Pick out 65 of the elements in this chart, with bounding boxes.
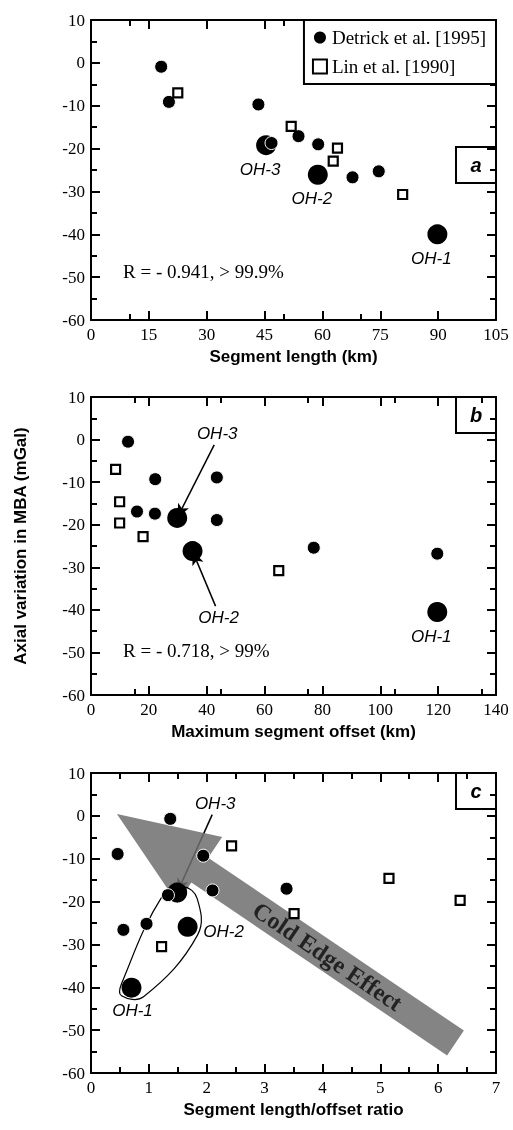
y-tick-label: 10 [68, 387, 85, 407]
x-tick-label: 100 [367, 700, 394, 719]
x-tick-label: 140 [483, 700, 509, 719]
annotation: OH-1 [112, 1001, 153, 1021]
y-tick-label: -20 [62, 515, 85, 535]
x-tick-label: 4 [318, 1078, 328, 1097]
x-tick-label: 30 [198, 325, 216, 345]
annotation: R = - 0.718, > 99% [123, 640, 270, 661]
x-tick-label: 20 [140, 700, 158, 719]
y-axis-title: Axial variation in MBA (mGal) [11, 427, 30, 665]
y-tick-label: -40 [62, 224, 85, 244]
annotation: b [469, 404, 483, 426]
x-tick-label: 60 [313, 325, 331, 345]
x-tick-label: 120 [425, 700, 451, 719]
y-tick-label: 0 [76, 430, 85, 450]
y-tick-label: -10 [62, 96, 85, 116]
x-tick-label: 105 [483, 325, 509, 345]
annotation: OH-3 [194, 794, 237, 814]
x-tick-label: 2 [202, 1078, 211, 1097]
annotation: OH-1 [411, 248, 452, 268]
x-tick-label: 1 [144, 1078, 154, 1097]
x-tick-label: 40 [198, 700, 216, 719]
y-tick-label: -60 [62, 1063, 85, 1083]
y-tick-label: -10 [62, 849, 85, 869]
legend-label: Detrick et al. [1995] [331, 27, 487, 48]
y-tick-label: -30 [62, 557, 85, 577]
x-axis-title: Segment length (km) [209, 347, 378, 366]
annotation: OH-2 [203, 922, 245, 942]
y-tick-label: -50 [62, 267, 85, 287]
annotation: c [470, 780, 482, 802]
y-tick-label: -10 [62, 472, 85, 492]
x-tick-label: 5 [376, 1078, 385, 1097]
x-tick-label: 60 [256, 700, 274, 719]
y-tick-label: -40 [62, 600, 85, 620]
y-tick-label: -20 [62, 139, 85, 159]
y-tick-label: 10 [68, 763, 85, 783]
legend-label: Lin et al. [1990] [331, 56, 456, 77]
y-tick-label: -30 [62, 934, 85, 954]
x-tick-label: 6 [433, 1078, 443, 1097]
y-tick-label: -50 [62, 1020, 85, 1040]
annotation: OH-3 [239, 159, 281, 179]
annotation: OH-2 [198, 607, 240, 627]
x-tick-label: 15 [140, 325, 158, 345]
x-tick-label: 3 [260, 1078, 269, 1097]
annotation: OH-3 [196, 424, 239, 444]
annotation: a [470, 154, 482, 176]
y-tick-label: 0 [76, 53, 85, 73]
x-axis-title: Segment length/offset ratio [183, 1099, 404, 1119]
y-tick-label: -60 [62, 685, 85, 705]
y-tick-label: -30 [62, 181, 85, 201]
y-tick-label: -20 [62, 892, 85, 912]
x-tick-label: 45 [256, 325, 274, 345]
x-tick-label: 80 [313, 700, 331, 719]
y-tick-label: -60 [62, 310, 85, 330]
annotation: OH-1 [410, 627, 452, 647]
x-tick-label: 90 [429, 325, 447, 345]
y-tick-label: 10 [68, 10, 85, 30]
x-tick-label: 7 [491, 1078, 501, 1097]
x-tick-label: 75 [371, 325, 389, 345]
annotation: R = - 0.941, > 99.9% [123, 261, 284, 282]
y-tick-label: 0 [76, 806, 85, 826]
y-tick-label: -50 [62, 642, 85, 662]
annotation: OH-2 [291, 189, 333, 209]
x-axis-title: Maximum segment offset (km) [171, 721, 416, 741]
y-tick-label: -40 [62, 977, 85, 997]
